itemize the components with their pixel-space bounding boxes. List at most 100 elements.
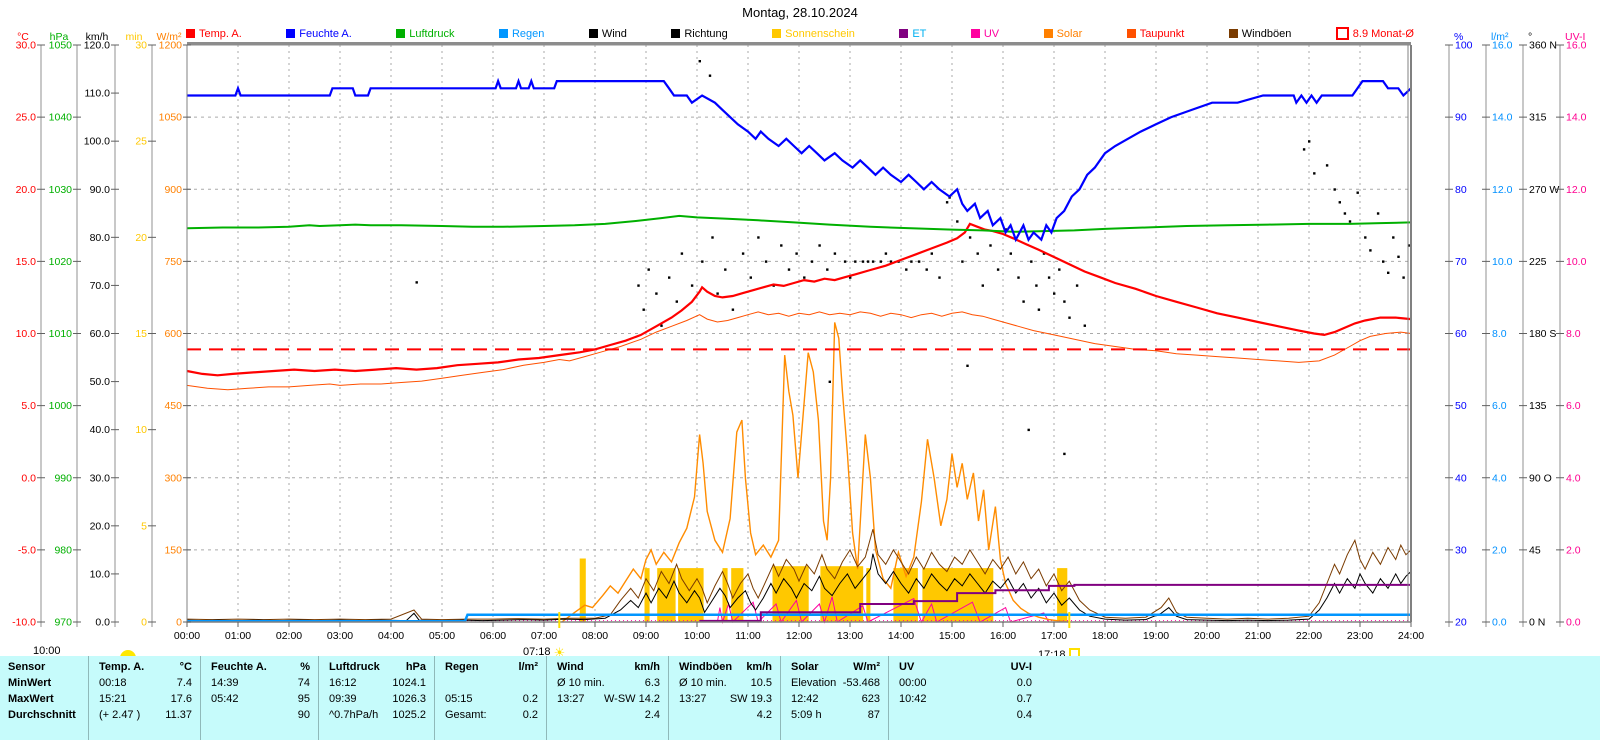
svg-text:12.0: 12.0 [1566,184,1587,196]
svg-text:09:00: 09:00 [633,630,659,642]
legend-label: Sonnenschein [785,27,855,40]
series-feuchte-a- [187,77,1412,243]
svg-text:12:00: 12:00 [786,630,812,642]
stats-group-uv: UV UV-I 00:00 0.0 10:42 0.7 0.4 [888,656,1040,740]
stats-group-header: Wind km/h [557,661,660,677]
legend-item-8: UV [970,27,1000,40]
stats-group-header: Temp. A. °C [99,661,192,677]
stats-group-windb-en: Windböen km/h Ø 10 min. 10.5 13:27 SW 19.3 4.2 [668,656,780,740]
svg-text:60: 60 [1455,328,1467,340]
svg-text:8.0: 8.0 [1492,328,1507,340]
svg-text:1030: 1030 [49,184,73,196]
legend-item-4: Wind [588,27,627,40]
svg-text:135: 135 [1529,400,1547,412]
stats-time-cell: 14:39 [211,677,239,689]
svg-text:1020: 1020 [49,256,73,268]
stats-value-cell: 0.0 [1016,677,1032,689]
stats-sensor-unit: hPa [405,661,426,673]
legend-item-1: Feuchte A. [286,27,352,40]
stats-value-cell: 623 [861,693,880,705]
svg-text:6.0: 6.0 [1566,400,1581,412]
svg-text:120.0: 120.0 [84,40,110,52]
svg-text:04:00: 04:00 [378,630,404,642]
svg-text:4.0: 4.0 [1492,472,1507,484]
series-richtung [415,60,1410,456]
series-luftdruck [186,214,1412,233]
legend-swatch-icon [498,29,508,38]
stats-value-row: 14:39 74 [211,677,310,693]
legend-swatch-icon [588,29,598,38]
svg-text:80: 80 [1455,184,1467,196]
legend-item-12: 8.9 Monat-Ø [1335,27,1414,40]
legend-swatch-icon [1228,29,1238,38]
legend-label: Regen [511,27,545,40]
svg-text:14.0: 14.0 [1566,112,1587,124]
svg-text:0.0: 0.0 [1566,617,1581,629]
stats-value-row [445,677,538,693]
stats-row-label: Sensor [8,661,46,673]
series-windb-en [186,529,1412,621]
svg-text:300: 300 [164,472,182,484]
stats-time-cell: 15:21 [99,693,127,705]
stats-value-row: Ø 10 min. 10.5 [679,677,772,693]
stats-group-header: Feuchte A.% [211,661,310,677]
svg-text:UV-I: UV-I [1565,31,1585,43]
svg-text:270 W: 270 W [1529,184,1559,196]
svg-text:08:00: 08:00 [582,630,608,642]
stats-group-header: Luftdruck hPa [329,661,426,677]
stats-time-cell: 13:27 [679,693,707,705]
svg-text:16.0: 16.0 [1566,40,1587,52]
svg-text:W/m²: W/m² [156,31,182,43]
legend-label: UV [983,27,1000,40]
svg-text:1050: 1050 [159,112,183,124]
stats-sensor-name: UV [899,661,915,673]
svg-text:15:00: 15:00 [939,630,965,642]
svg-text:22:00: 22:00 [1296,630,1322,642]
svg-text:40: 40 [1455,472,1467,484]
svg-text:24:00: 24:00 [1398,630,1424,642]
svg-text:100: 100 [1455,40,1473,52]
svg-text:6.0: 6.0 [1492,400,1507,412]
stats-row-label: MinWert [8,677,52,689]
svg-text:1010: 1010 [49,328,73,340]
stats-time-cell: (+ 2.47 ) [99,709,141,721]
legend-item-0: Temp. A. [186,27,242,40]
svg-text:15: 15 [135,328,147,340]
svg-text:0: 0 [141,617,147,629]
stats-sensor-name: Luftdruck [329,661,380,673]
stats-value-cell: 10.5 [750,677,772,689]
legend-item-11: Windböen [1228,27,1291,40]
svg-text:13:00: 13:00 [837,630,863,642]
stats-sensor-name: Wind [557,661,584,673]
legend-label: Richtung [684,27,728,40]
stats-value-row: Ø 10 min. 6.3 [557,677,660,693]
svg-text:25: 25 [135,136,147,148]
svg-text:14:00: 14:00 [888,630,914,642]
stats-row-label: Durchschnitt [8,709,76,721]
stats-sensor-name: Temp. A. [99,661,145,673]
svg-text:10:00: 10:00 [684,630,710,642]
legend-label: Wind [601,27,627,40]
stats-row-labels: Sensor MinWert MaxWert Durchschnitt [0,656,88,740]
stats-value-row: 90 [211,709,310,725]
legend-label: Taupunkt [1139,27,1185,40]
chart-title: Montag, 28.10.2024 [742,5,858,20]
legend-swatch-icon [396,29,406,38]
stats-group-temp-a-: Temp. A. °C 00:18 7.4 15:21 17.6 (+ 2.47 ) 11.3… [88,656,200,740]
svg-text:1000: 1000 [49,400,73,412]
stats-group-wind: Wind km/h Ø 10 min. 6.3 13:27 W-SW 14.2 2.4 [546,656,668,740]
stats-time-cell: 00:18 [99,677,127,689]
stats-sensor-name: Windböen [679,661,733,673]
svg-text:5.0: 5.0 [21,400,36,412]
stats-time-cell: 09:39 [329,693,357,705]
stats-sensor-unit: km/h [634,661,660,673]
stats-value-cell: 7.4 [176,677,192,689]
stats-sensor-name: Feuchte A. [211,661,267,673]
stats-sensor-unit: % [300,661,310,673]
svg-text:23:00: 23:00 [1347,630,1373,642]
svg-text:110.0: 110.0 [85,88,111,100]
legend-item-5: Richtung [671,27,728,40]
series-et [699,583,1411,622]
sunrise-time: 07:18 [523,646,551,658]
